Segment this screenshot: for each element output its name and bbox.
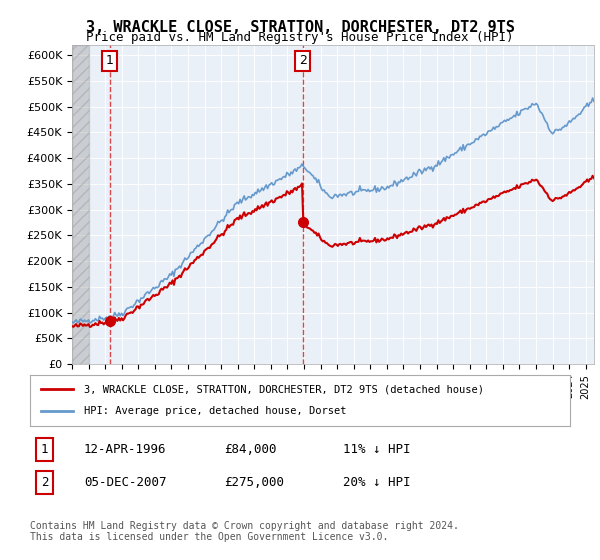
Text: £275,000: £275,000 [224,475,284,489]
Text: 05-DEC-2007: 05-DEC-2007 [84,475,167,489]
Text: £84,000: £84,000 [224,443,277,456]
Text: HPI: Average price, detached house, Dorset: HPI: Average price, detached house, Dors… [84,407,347,417]
Text: Contains HM Land Registry data © Crown copyright and database right 2024.
This d: Contains HM Land Registry data © Crown c… [30,521,459,543]
Text: 1: 1 [106,54,114,67]
Text: 2: 2 [41,475,48,489]
Text: 12-APR-1996: 12-APR-1996 [84,443,167,456]
Text: 11% ↓ HPI: 11% ↓ HPI [343,443,410,456]
Bar [72,45,89,364]
Text: 2: 2 [299,54,307,67]
Text: 3, WRACKLE CLOSE, STRATTON, DORCHESTER, DT2 9TS (detached house): 3, WRACKLE CLOSE, STRATTON, DORCHESTER, … [84,384,484,394]
Text: 1: 1 [41,443,48,456]
Text: Price paid vs. HM Land Registry's House Price Index (HPI): Price paid vs. HM Land Registry's House … [86,31,514,44]
Text: 20% ↓ HPI: 20% ↓ HPI [343,475,410,489]
Text: 3, WRACKLE CLOSE, STRATTON, DORCHESTER, DT2 9TS: 3, WRACKLE CLOSE, STRATTON, DORCHESTER, … [86,20,514,35]
